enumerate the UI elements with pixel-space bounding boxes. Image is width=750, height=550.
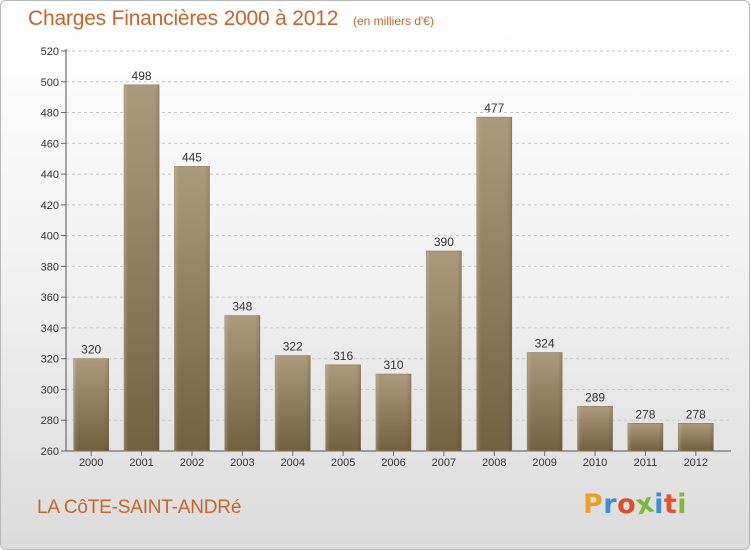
y-tick-label: 420	[41, 200, 59, 212]
data-labels: 320 498 445 348 322 316 310 390 477 324 289 278 278	[81, 69, 706, 421]
bar-shade-2000	[73, 358, 109, 451]
x-tick-label-2010: 2010	[583, 457, 607, 469]
bar-shade-2005	[325, 364, 361, 451]
y-tick-label: 440	[41, 169, 59, 181]
x-tick-label-2001: 2001	[129, 457, 153, 469]
x-tick-label-2008: 2008	[482, 457, 506, 469]
data-label-2004: 322	[283, 340, 303, 354]
y-tick-label: 400	[41, 231, 59, 243]
bar-shade-2001	[124, 84, 160, 451]
x-tick-label-2005: 2005	[331, 457, 355, 469]
brand-letter: i	[677, 489, 688, 520]
axes: 260 280 300 320 340 360 380 400 420 440 460 480 500 5…	[41, 46, 731, 469]
data-label-2010: 289	[585, 390, 605, 404]
bars	[73, 84, 714, 452]
bar-shade-2011	[627, 423, 663, 451]
chart-subtitle: (en milliers d'€)	[353, 14, 434, 28]
proxiti-logo[interactable]: Proxiti	[583, 487, 688, 521]
data-label-2008: 477	[484, 101, 504, 115]
data-label-2009: 324	[535, 337, 555, 351]
data-label-2002: 445	[182, 150, 202, 164]
brand-letter: o	[617, 489, 637, 520]
x-tick-label-2004: 2004	[280, 457, 304, 469]
x-tick-label-2011: 2011	[634, 457, 658, 469]
data-label-2005: 316	[333, 349, 353, 363]
x-tick-label-2007: 2007	[432, 457, 456, 469]
y-tick-label: 300	[41, 384, 59, 396]
bar-shade-2012	[678, 423, 714, 451]
data-label-2003: 348	[232, 300, 252, 314]
bar-shade-2009	[527, 352, 563, 451]
data-label-2001: 498	[132, 69, 152, 83]
commune-name: LA CôTE-SAINT-ANDRé	[37, 497, 242, 518]
x-tick-label-2003: 2003	[230, 457, 254, 469]
brand-letter: t	[663, 489, 678, 520]
y-tick-label: 500	[41, 77, 59, 89]
y-tick-label: 280	[41, 415, 59, 427]
x-tick-label-2006: 2006	[381, 457, 405, 469]
bar-shade-2007	[426, 251, 462, 451]
y-tick-label: 380	[41, 261, 59, 273]
chart-title: Charges Financières 2000 à 2012	[28, 7, 339, 30]
data-label-2006: 310	[383, 358, 403, 372]
x-tick-label-2002: 2002	[180, 457, 204, 469]
data-label-2007: 390	[434, 235, 454, 249]
bar-shade-2008	[476, 117, 512, 452]
bar-shade-2006	[376, 374, 411, 451]
bar-shade-2003	[224, 315, 260, 451]
data-label-2000: 320	[81, 343, 101, 357]
y-tick-label: 480	[41, 108, 59, 120]
data-label-2011: 278	[635, 407, 655, 421]
brand-letter: P	[583, 489, 604, 520]
y-tick-label: 340	[41, 323, 59, 335]
x-tick-label-2009: 2009	[532, 457, 556, 469]
bar-shade-2004	[275, 355, 311, 451]
y-tick-label: 260	[41, 446, 59, 458]
y-tick-label: 520	[41, 46, 59, 58]
y-tick-label: 460	[41, 138, 59, 150]
x-tick-label-2000: 2000	[79, 457, 103, 469]
data-label-2012: 278	[686, 407, 706, 421]
bar-shade-2010	[577, 406, 613, 451]
brand-letter: r	[603, 489, 618, 520]
y-tick-label: 320	[41, 354, 59, 366]
brand-letter: i	[654, 489, 664, 520]
bar-shade-2002	[174, 166, 210, 451]
x-tick-label-2012: 2012	[684, 457, 708, 469]
y-tick-label: 360	[41, 292, 59, 304]
